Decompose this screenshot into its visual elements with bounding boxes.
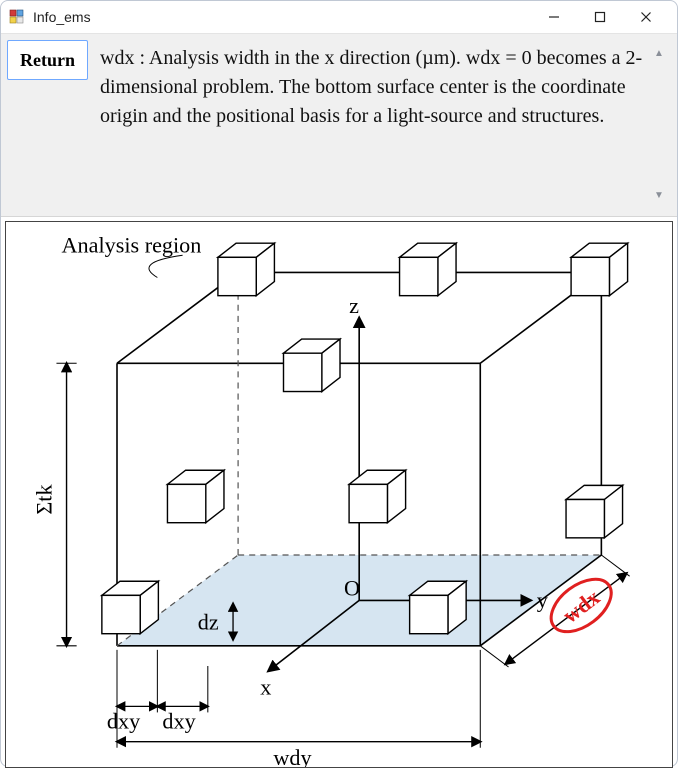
- label-wdy: wdy: [273, 745, 311, 767]
- label-axis-y: y: [537, 587, 548, 612]
- titlebar: Info_ems: [1, 1, 677, 33]
- app-icon: [9, 9, 25, 25]
- window-title: Info_ems: [33, 9, 91, 25]
- analysis-diagram: Analysis region O z y x: [5, 221, 673, 768]
- app-window: Info_ems Return wdx : Analysis width in …: [0, 0, 678, 767]
- description-text: wdx : Analysis width in the x direction …: [96, 40, 671, 210]
- minimize-button[interactable]: [531, 1, 577, 33]
- maximize-button[interactable]: [577, 1, 623, 33]
- close-button[interactable]: [623, 1, 669, 33]
- label-dz: dz: [198, 610, 219, 635]
- label-axis-z: z: [349, 293, 359, 318]
- return-button[interactable]: Return: [7, 40, 88, 80]
- label-analysis-region: Analysis region: [62, 232, 202, 257]
- diagram-container: Analysis region O z y x: [1, 217, 677, 772]
- header-panel: Return wdx : Analysis width in the x dir…: [1, 33, 677, 217]
- scroll-down-icon[interactable]: ▼: [651, 188, 667, 204]
- label-dxy-2: dxy: [162, 709, 195, 734]
- scroll-up-icon[interactable]: ▲: [651, 46, 667, 62]
- label-origin: O: [344, 575, 360, 600]
- label-sigma-tk: Σtk: [31, 484, 56, 515]
- label-axis-x: x: [260, 674, 271, 699]
- label-dxy-1: dxy: [107, 709, 140, 734]
